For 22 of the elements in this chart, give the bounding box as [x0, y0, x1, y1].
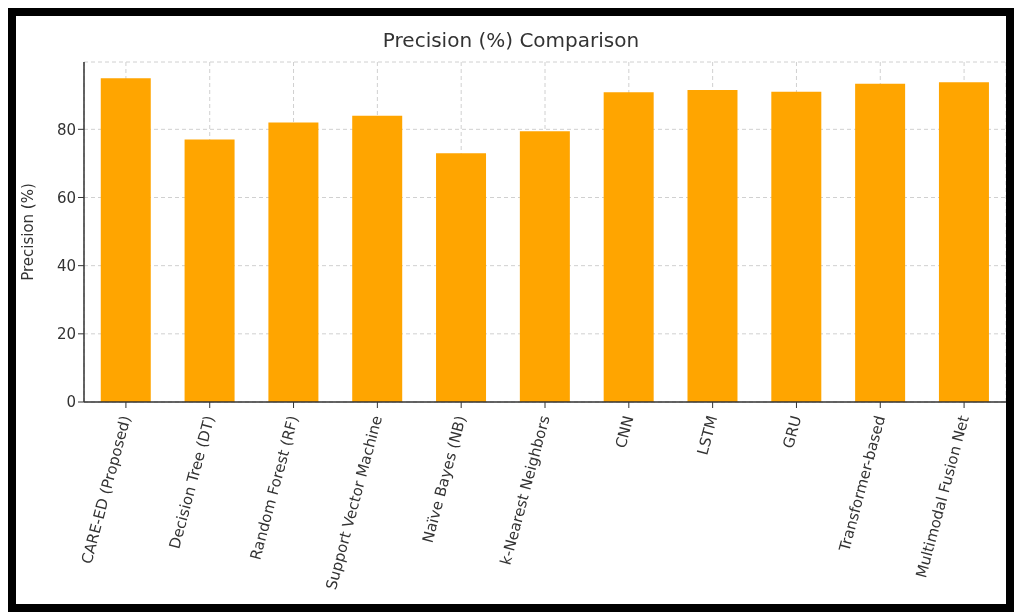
bar: [100, 78, 151, 402]
bar: [687, 90, 738, 402]
bar: [771, 91, 822, 402]
y-tick-label: 80: [56, 120, 76, 139]
x-tick-label: GRU: [779, 413, 806, 451]
bar: [519, 131, 570, 402]
bar: [184, 139, 235, 402]
x-tick-label: LSTM: [693, 413, 722, 457]
y-tick-label: 20: [56, 325, 76, 344]
y-tick-label: 60: [56, 188, 76, 207]
y-tick-label: 40: [56, 256, 76, 275]
bar: [352, 115, 403, 402]
bar: [855, 83, 906, 402]
bar: [268, 122, 319, 402]
bar: [938, 82, 989, 402]
x-tick-label: CNN: [611, 413, 638, 451]
chart-title: Precision (%) Comparison: [381, 28, 641, 52]
y-tick-label: 0: [66, 393, 76, 412]
x-tick-label: Naïve Bayes (NB): [418, 413, 470, 545]
y-axis-title: Precision (%): [19, 183, 38, 281]
bar: [603, 92, 654, 402]
bar: [436, 153, 487, 402]
